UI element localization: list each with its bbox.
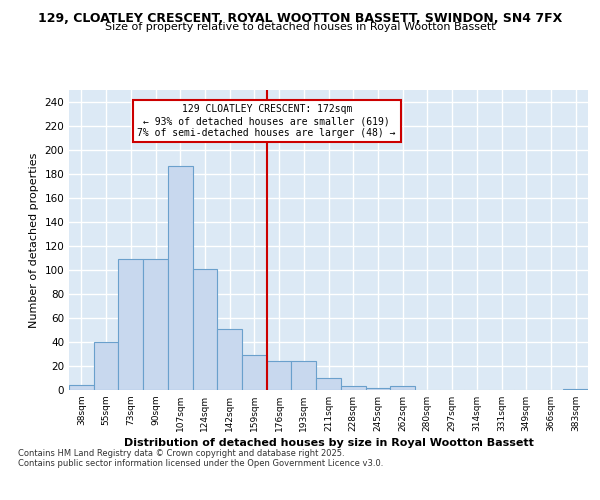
Bar — [94, 342, 118, 390]
Bar — [168, 166, 193, 390]
Bar — [316, 378, 341, 390]
Bar — [69, 385, 94, 390]
Y-axis label: Number of detached properties: Number of detached properties — [29, 152, 39, 328]
Text: Contains HM Land Registry data © Crown copyright and database right 2025.: Contains HM Land Registry data © Crown c… — [18, 448, 344, 458]
Bar — [292, 361, 316, 390]
Text: 129 CLOATLEY CRESCENT: 172sqm
← 93% of detached houses are smaller (619)
7% of s: 129 CLOATLEY CRESCENT: 172sqm ← 93% of d… — [137, 104, 396, 138]
Bar — [267, 361, 292, 390]
Text: Contains public sector information licensed under the Open Government Licence v3: Contains public sector information licen… — [18, 458, 383, 468]
Bar — [217, 329, 242, 390]
Bar — [118, 259, 143, 390]
X-axis label: Distribution of detached houses by size in Royal Wootton Bassett: Distribution of detached houses by size … — [124, 438, 533, 448]
Bar — [365, 388, 390, 390]
Bar — [193, 269, 217, 390]
Bar — [341, 386, 365, 390]
Bar — [242, 355, 267, 390]
Bar — [143, 259, 168, 390]
Text: 129, CLOATLEY CRESCENT, ROYAL WOOTTON BASSETT, SWINDON, SN4 7FX: 129, CLOATLEY CRESCENT, ROYAL WOOTTON BA… — [38, 12, 562, 26]
Text: Size of property relative to detached houses in Royal Wootton Bassett: Size of property relative to detached ho… — [104, 22, 496, 32]
Bar — [563, 389, 588, 390]
Bar — [390, 386, 415, 390]
